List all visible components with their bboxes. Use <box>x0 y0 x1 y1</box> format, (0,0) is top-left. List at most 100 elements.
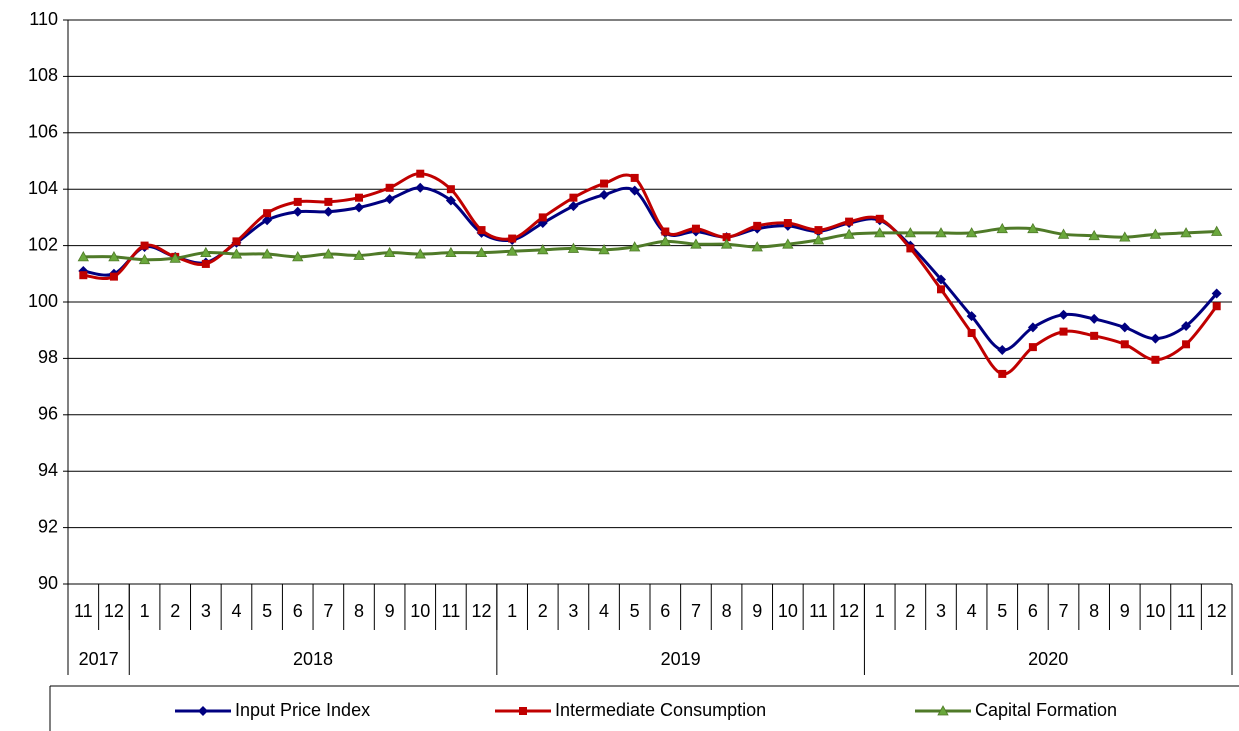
point <box>201 259 210 268</box>
point <box>200 246 212 258</box>
point <box>77 251 89 262</box>
point <box>169 252 181 263</box>
x-tick-label: 10 <box>1145 601 1165 621</box>
point <box>508 234 517 243</box>
point <box>415 182 426 193</box>
x-tick-label: 11 <box>74 601 93 621</box>
point <box>445 246 457 258</box>
x-tick-label: 7 <box>323 601 333 621</box>
point <box>782 238 794 249</box>
legend-label: Intermediate Consumption <box>555 700 766 720</box>
point <box>1181 320 1192 331</box>
point <box>385 183 394 192</box>
point <box>1211 225 1223 236</box>
point <box>1211 288 1222 299</box>
x-tick-label: 7 <box>691 601 701 621</box>
legend-label: Capital Formation <box>975 700 1117 720</box>
y-tick-label: 96 <box>38 404 58 424</box>
point <box>446 185 455 194</box>
point <box>322 248 335 259</box>
x-tick-label: 11 <box>809 601 828 621</box>
x-group-label: 2018 <box>293 649 333 669</box>
point <box>967 329 976 338</box>
point <box>691 224 700 233</box>
legend-marker <box>519 707 527 715</box>
point <box>783 219 792 228</box>
point <box>140 241 149 250</box>
point <box>230 248 243 259</box>
x-tick-label: 3 <box>936 601 946 621</box>
point <box>1182 340 1191 349</box>
x-tick-label: 8 <box>722 601 732 621</box>
x-tick-label: 6 <box>660 601 670 621</box>
series-line <box>83 172 1218 376</box>
point <box>1059 327 1068 336</box>
point <box>843 228 855 239</box>
point <box>384 194 395 205</box>
point <box>936 274 946 285</box>
point <box>720 238 733 249</box>
point <box>323 206 334 217</box>
point <box>845 217 854 226</box>
point <box>232 237 241 246</box>
x-tick-label: 8 <box>354 601 364 621</box>
point <box>1090 331 1099 340</box>
y-tick-label: 94 <box>38 460 58 480</box>
x-tick-label: 1 <box>875 601 885 621</box>
point <box>355 193 363 202</box>
x-tick-label: 4 <box>599 601 609 621</box>
x-tick-label: 8 <box>1089 601 1099 621</box>
y-tick-label: 108 <box>28 65 58 85</box>
point <box>1119 322 1130 333</box>
point <box>445 195 456 206</box>
x-tick-label: 5 <box>262 601 272 621</box>
point <box>1119 231 1131 242</box>
legend-marker <box>937 705 949 716</box>
y-tick-label: 102 <box>28 234 58 254</box>
point <box>1027 222 1039 234</box>
x-tick-label: 3 <box>568 601 578 621</box>
x-tick-label: 11 <box>442 601 461 621</box>
x-tick-label: 2 <box>905 601 915 621</box>
legend-marker <box>198 706 208 716</box>
point <box>937 285 945 294</box>
point <box>874 227 886 238</box>
x-tick-label: 6 <box>293 601 303 621</box>
point <box>966 311 977 322</box>
point <box>354 202 364 213</box>
x-tick-label: 3 <box>201 601 211 621</box>
point <box>383 246 396 258</box>
x-tick-label: 1 <box>507 601 517 621</box>
y-tick-label: 90 <box>38 573 58 593</box>
x-tick-label: 12 <box>104 601 124 621</box>
x-tick-label: 10 <box>778 601 798 621</box>
point <box>997 344 1008 355</box>
point <box>108 251 120 262</box>
y-tick-label: 92 <box>38 516 58 536</box>
point <box>1212 302 1221 311</box>
point <box>998 369 1007 378</box>
point <box>292 251 304 262</box>
series-line <box>83 186 1218 352</box>
point <box>1058 309 1069 320</box>
x-tick-label: 12 <box>1207 601 1227 621</box>
x-tick-label: 5 <box>630 601 640 621</box>
point <box>475 246 488 258</box>
point <box>722 233 731 242</box>
point <box>600 179 609 188</box>
point <box>965 227 978 238</box>
point <box>598 244 610 255</box>
point <box>1150 333 1161 344</box>
point <box>1120 340 1129 349</box>
x-tick-label: 12 <box>472 601 492 621</box>
point <box>261 248 273 259</box>
x-tick-label: 11 <box>1177 601 1196 621</box>
point <box>751 241 763 252</box>
point <box>690 238 702 249</box>
point <box>1028 343 1037 352</box>
y-tick-label: 98 <box>38 347 58 367</box>
point <box>353 249 365 260</box>
point <box>568 201 579 212</box>
point <box>661 227 670 236</box>
